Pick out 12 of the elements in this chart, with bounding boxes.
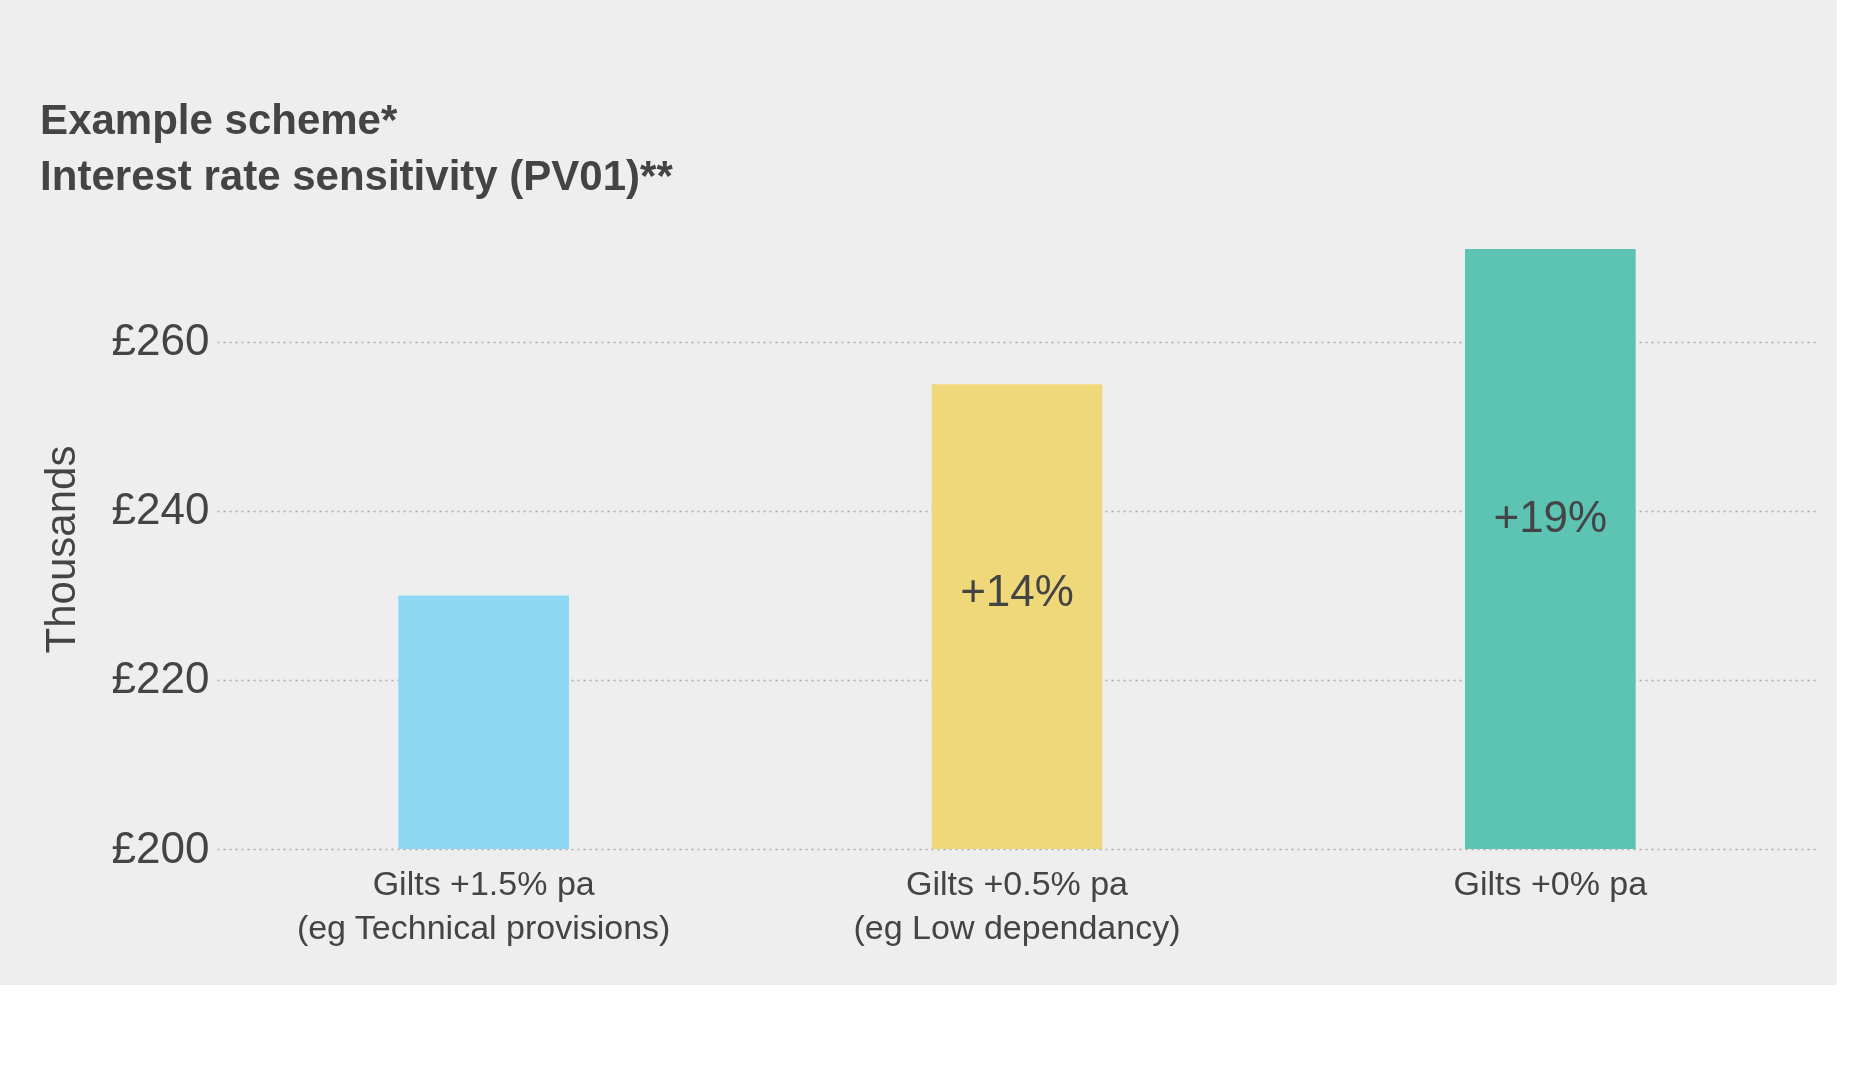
chart-subtitle: Interest rate sensitivity (PV01)** (40, 152, 674, 199)
y-axis-title: Thousands (36, 445, 84, 654)
x-tick-label: Gilts +0.5% pa (eg Low dependancy) (853, 863, 1181, 946)
y-tick-label: £200 (111, 822, 210, 872)
annotation: +19% (1493, 492, 1608, 541)
y-tick-label: £240 (111, 484, 210, 534)
annotation: +14% (960, 566, 1074, 616)
y-tick-label: £220 (111, 653, 210, 703)
chart-title: Example scheme* (40, 96, 398, 143)
x-tick-label: Gilts +1.5% pa (eg Technical provisions) (296, 863, 671, 946)
y-tick-label: £260 (111, 315, 210, 365)
x-tick-label: Gilts +0% pa (1453, 863, 1648, 902)
